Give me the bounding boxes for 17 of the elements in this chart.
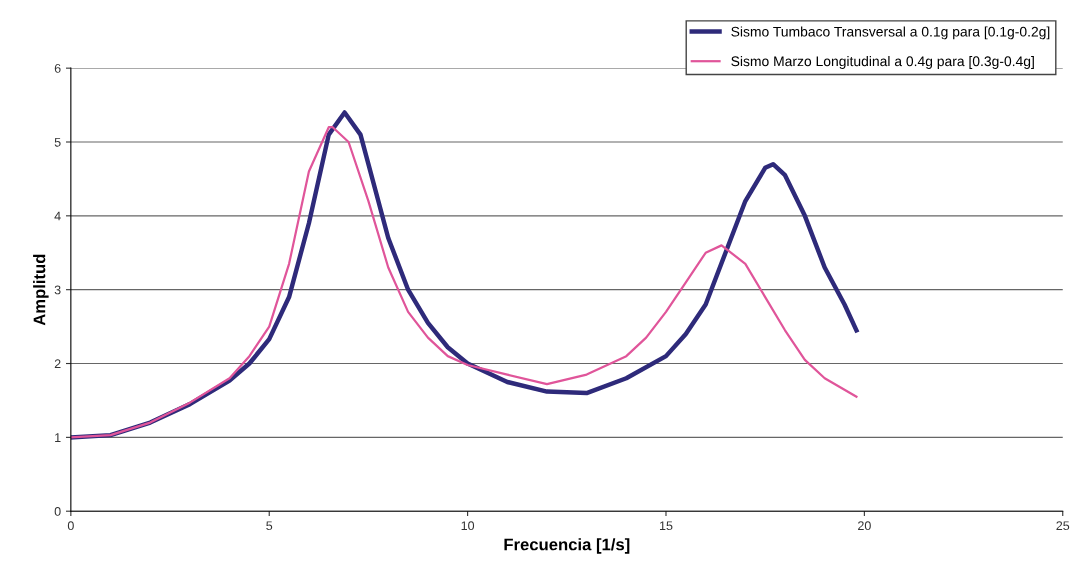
x-tick-label: 25 bbox=[1056, 521, 1070, 531]
legend-label: Sismo Tumbaco Transversal a 0.1g para [0.1g-0.2g] bbox=[731, 26, 1050, 40]
x-tick-label: 10 bbox=[461, 521, 475, 531]
x-axis-title: Frecuencia [1/s] bbox=[504, 538, 630, 554]
y-tick-label: 3 bbox=[54, 285, 61, 295]
y-tick-label: 4 bbox=[54, 211, 61, 221]
y-tick-label: 1 bbox=[55, 433, 61, 442]
y-tick-label: 2 bbox=[54, 359, 61, 369]
legend-label: Sismo Marzo Longitudinal a 0.4g para [0.3g-0.4g] bbox=[731, 56, 1034, 69]
x-tick-label: 5 bbox=[266, 521, 273, 531]
x-tick-label: 20 bbox=[858, 521, 871, 531]
y-tick-label: 0 bbox=[54, 507, 61, 516]
x-tick-label: 15 bbox=[659, 521, 673, 531]
y-axis-title: Amplitud bbox=[33, 254, 49, 326]
x-tick-label: 0 bbox=[67, 521, 74, 531]
y-tick-label: 6 bbox=[54, 63, 61, 73]
y-tick-label: 5 bbox=[54, 137, 61, 147]
